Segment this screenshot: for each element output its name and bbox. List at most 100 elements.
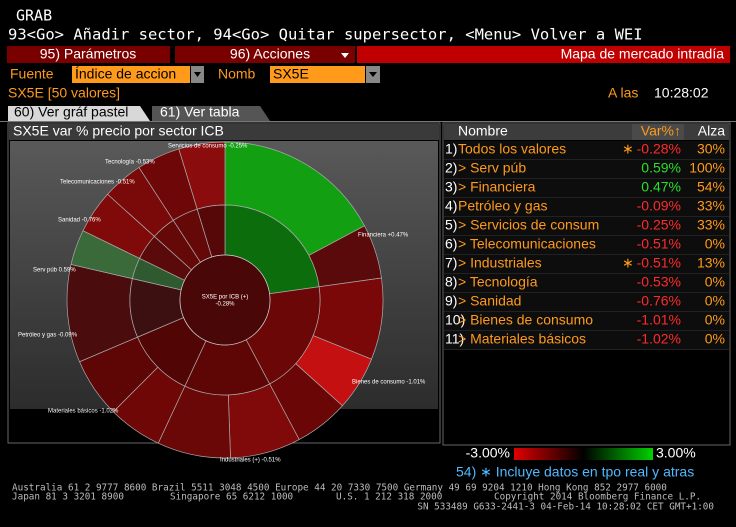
title-bar	[357, 46, 730, 63]
footnote: 54) ∗ Incluye datos en tpo real y atras	[456, 464, 694, 480]
dropdown-arrow	[194, 72, 201, 77]
nomb-label: Nomb	[218, 66, 256, 82]
index-label: SX5E [50 valores]	[8, 85, 120, 101]
row-advance: 0%	[705, 331, 725, 347]
row-bg[interactable]	[444, 331, 729, 349]
row-change: -0.53%	[637, 274, 681, 290]
row-advance: 100%	[689, 160, 725, 176]
row-change: 0.59%	[641, 160, 681, 176]
row-bg[interactable]	[444, 217, 729, 235]
row-change: 0.47%	[641, 179, 681, 195]
row-name[interactable]: > Bienes de consumo	[458, 312, 593, 328]
row-name[interactable]: > Industriales	[458, 255, 542, 271]
sector-label: Bienes de consumo -1.01%	[352, 380, 426, 386]
row-change: -0.51%	[637, 236, 681, 252]
row-bg[interactable]	[444, 236, 729, 254]
row-name[interactable]: > Servicios de consum	[458, 217, 599, 233]
chart-title-bar	[9, 124, 439, 140]
row-index: 5)	[445, 217, 457, 233]
row-bg[interactable]	[444, 293, 729, 311]
parametros-button[interactable]	[7, 46, 170, 63]
row-flag: ∗	[622, 255, 634, 271]
row-bg[interactable]	[444, 198, 729, 216]
row-advance: 13%	[697, 255, 725, 271]
row-change: -0.76%	[637, 293, 681, 309]
acciones-button[interactable]	[175, 46, 355, 63]
row-advance: 0%	[705, 274, 725, 290]
sector-label: Serv púb 0.59%	[33, 268, 76, 274]
row-change: -1.02%	[637, 331, 681, 347]
tab-active[interactable]	[8, 106, 150, 121]
sorted-column[interactable]	[632, 124, 684, 140]
nomb-value: SX5E	[273, 66, 309, 82]
row-name[interactable]: > Telecomunicaciones	[458, 236, 596, 252]
row-bg[interactable]	[444, 179, 729, 197]
row-index: 9)	[445, 293, 457, 309]
row-advance: 0%	[705, 236, 725, 252]
row-name[interactable]: > Tecnología	[458, 274, 538, 290]
sunburst: SX5E por ICB (+)-0.28% Servicios de consu…	[18, 141, 426, 464]
sector-label: Financiera +0.47%	[358, 233, 409, 239]
dropdown-arrow	[341, 53, 349, 58]
sector-label: Servicios de consumo -0.25%	[168, 144, 248, 150]
row-advance: 0%	[705, 293, 725, 309]
sector-label: Tecnología -0.53%	[105, 160, 155, 166]
tab[interactable]	[152, 106, 270, 121]
row-name[interactable]: Petróleo y gas	[458, 198, 548, 214]
row-advance: 0%	[705, 312, 725, 328]
row-name[interactable]: > Serv púb	[458, 160, 526, 176]
row-name[interactable]: > Financiera	[458, 179, 536, 195]
parametros-label: 95) Parámetros	[40, 46, 136, 62]
row-bg[interactable]	[444, 274, 729, 292]
row-index: 4)	[445, 198, 457, 214]
row-change: -1.01%	[637, 312, 681, 328]
row-index: 6)	[445, 236, 457, 252]
center-value: -0.28%	[215, 302, 235, 308]
footer-contacts: Singapore 65 6212 1000	[170, 492, 293, 503]
time-label: A las	[608, 85, 638, 101]
row-index: 2)	[445, 160, 457, 176]
row-name[interactable]: Todos los valores	[458, 141, 566, 157]
chart-title: SX5E var % precio por sector ICB	[13, 123, 224, 139]
fuente-input[interactable]	[72, 66, 190, 83]
fuente-label: Fuente	[10, 66, 54, 82]
footer-contacts: U.S. 1 212 318 2000	[336, 492, 442, 503]
fuente-value: Índice de accion	[75, 66, 176, 82]
row-advance: 33%	[697, 217, 725, 233]
sector-label: Sanidad -0.76%	[58, 218, 101, 224]
acciones-label: 96) Acciones	[230, 46, 310, 62]
sector-label: Industriales (+) -0.51%	[220, 458, 281, 464]
row-bg[interactable]	[444, 255, 729, 273]
row-index: 7)	[445, 255, 457, 271]
time-value: 10:28:02	[654, 85, 709, 101]
screen-name: Mapa de mercado intradía	[561, 46, 725, 62]
row-name[interactable]: > Materiales básicos	[458, 331, 586, 347]
row-change: -0.28%	[637, 141, 681, 157]
legend-min: -3.00%	[466, 445, 510, 461]
row-bg[interactable]	[444, 141, 729, 159]
row-advance: 33%	[697, 198, 725, 214]
row-change: -0.25%	[637, 217, 681, 233]
sector-label: Telecomunicaciones -0.51%	[60, 180, 135, 186]
column-header: Alza	[698, 123, 725, 139]
tab-label: 60) Ver gráf pastel	[14, 104, 128, 120]
row-bg[interactable]	[444, 160, 729, 178]
row-index: 11)	[445, 331, 464, 347]
center-circle	[179, 254, 271, 346]
column-header: Nombre	[458, 123, 508, 139]
command-hint: 93<Go> Añadir sector, 94<Go> Quitar supe…	[8, 26, 643, 44]
table-rows: 1) Todos los valores ∗ -0.28% 30% 2) > Serv pú…	[444, 141, 729, 350]
row-advance: 54%	[697, 179, 725, 195]
footer-contacts: Japan 81 3 3201 8900	[12, 492, 124, 503]
row-index: 8)	[445, 274, 457, 290]
row-bg[interactable]	[444, 312, 729, 330]
tab-label: 61) Ver tabla	[160, 104, 240, 120]
row-name[interactable]: > Sanidad	[458, 293, 521, 309]
row-advance: 30%	[697, 141, 725, 157]
row-index: 1)	[445, 141, 457, 157]
center-label: SX5E por ICB (+)	[202, 295, 249, 301]
column-header: Var%↑	[641, 123, 681, 139]
nomb-input[interactable]	[270, 66, 365, 83]
